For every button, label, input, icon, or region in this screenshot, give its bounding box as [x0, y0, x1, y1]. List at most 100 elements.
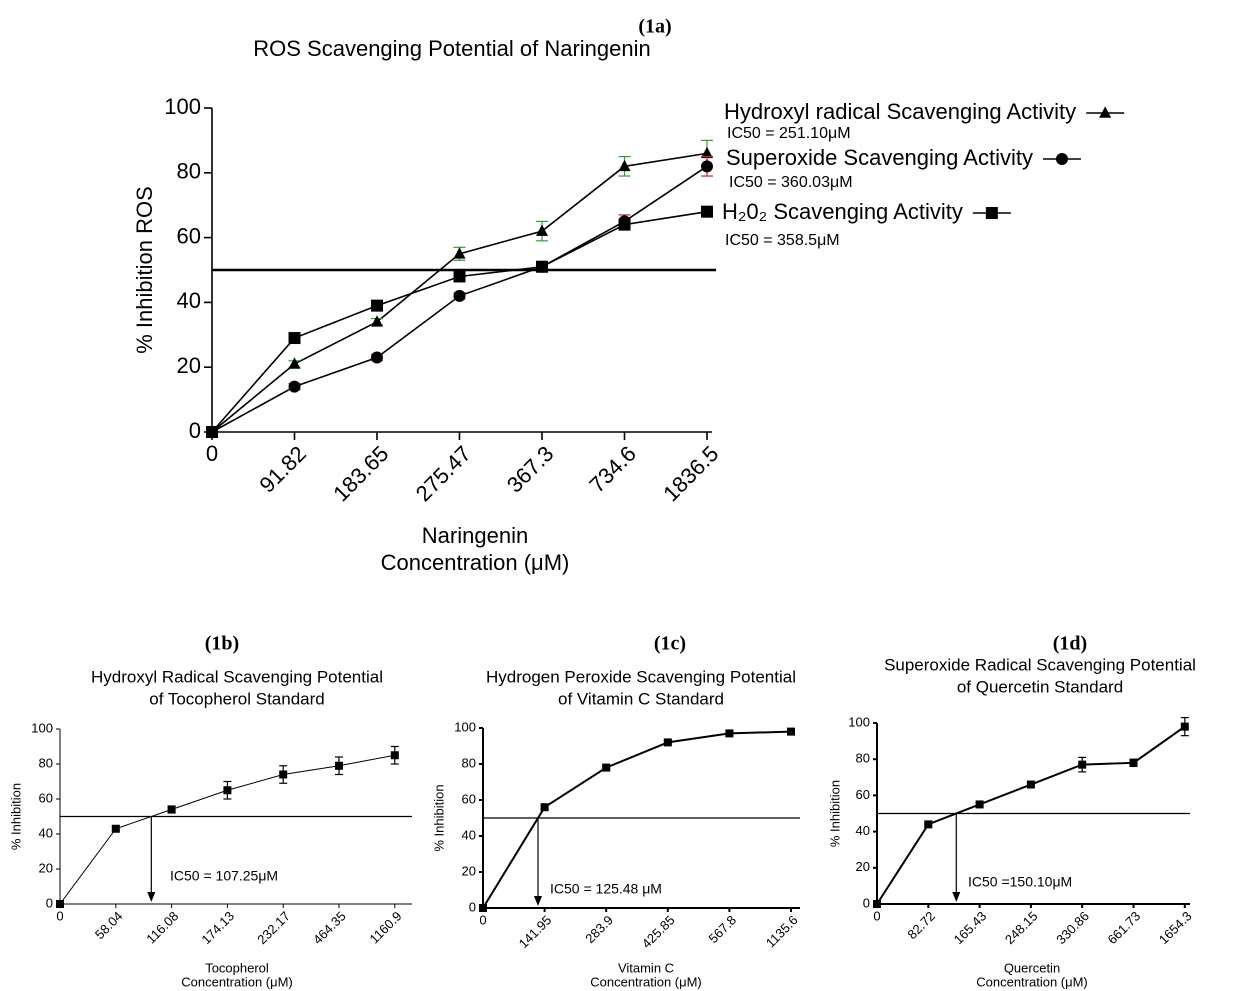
panel-label: (1d) [1053, 633, 1087, 655]
point [371, 299, 383, 312]
y-tick-label: 100 [31, 720, 53, 735]
x-axis-label: Concentration (μM) [381, 550, 570, 575]
y-axis-label: % Inhibition [431, 784, 446, 851]
x-tick-label: 82.72 [904, 908, 938, 942]
series-line [211, 210, 708, 433]
x-tick-label: 174.13 [198, 908, 237, 947]
y-tick-label: 40 [177, 288, 201, 313]
x-axis-label: Concentration (μM) [590, 974, 702, 989]
chart: (1d)Superoxide Radical Scavenging Potent… [827, 633, 1196, 990]
ic50-arrowhead [952, 892, 961, 902]
y-tick-label: 100 [164, 94, 201, 119]
x-tick-label: 0 [873, 909, 880, 924]
x-tick-label: 91.82 [254, 441, 311, 498]
x-tick-label: 425.85 [639, 912, 678, 951]
y-tick-label: 0 [469, 899, 476, 914]
y-tick-label: 100 [454, 719, 476, 734]
series-line [482, 730, 792, 909]
chart: (1b) Hydroxyl Radical Scavenging Potentia… [8, 633, 412, 989]
chart-title: of Tocopherol Standard [149, 689, 324, 708]
x-tick-label: 567.8 [706, 912, 740, 946]
point [602, 763, 611, 772]
x-tick-label: 1654.3 [1156, 908, 1195, 947]
y-tick-label: 20 [856, 859, 870, 874]
point [540, 803, 549, 812]
y-tick-label: 80 [462, 755, 476, 770]
point [56, 900, 64, 908]
x-tick-label: 232.17 [254, 908, 293, 947]
y-tick-label: 60 [177, 223, 201, 248]
x-axis-label: Vitamin C [618, 960, 674, 975]
x-tick-label: 367.3 [502, 441, 559, 498]
y-axis-label: % Inhibition [827, 780, 842, 847]
x-tick-label: 330.86 [1053, 908, 1092, 947]
y-tick-label: 40 [39, 825, 53, 840]
legend-label: H₂0₂ Scavenging Activity [722, 199, 963, 224]
ic50-arrowhead [147, 892, 156, 902]
point [390, 751, 399, 760]
x-tick-label: 1160.9 [367, 908, 405, 946]
point [701, 205, 713, 218]
legend-marker [985, 207, 998, 219]
point [924, 820, 933, 829]
annotation: IC50 = 358.5μM [725, 232, 840, 249]
point [223, 786, 232, 795]
point [618, 218, 631, 231]
annotation: IC50 = 107.25μM [170, 868, 278, 884]
point [536, 224, 548, 236]
point [371, 315, 383, 327]
panel-label: (1b) [205, 633, 239, 655]
y-tick-label: 60 [856, 787, 870, 802]
y-tick-label: 0 [863, 895, 870, 910]
point [111, 824, 120, 833]
point [371, 351, 383, 364]
panel-label: (1c) [654, 633, 686, 655]
x-tick-label: 464.35 [310, 908, 349, 947]
chart-title: Hydroxyl Radical Scavenging Potential [91, 667, 383, 686]
x-tick-label: 248.15 [1002, 908, 1041, 947]
chart-title: ROS Scavenging Potential of Naringenin [253, 36, 650, 61]
chart-title: Superoxide Radical Scavenging Potential [884, 655, 1196, 674]
x-tick-label: 0 [479, 913, 486, 928]
chart: (1c) Hydrogen Peroxide Scavenging Potenti… [431, 633, 800, 990]
legend-label: Superoxide Scavenging Activity [726, 145, 1033, 170]
point [1026, 780, 1035, 789]
point [479, 904, 487, 912]
point [453, 289, 466, 302]
point [206, 426, 218, 438]
point [1129, 758, 1138, 767]
x-tick-label: 283.9 [582, 912, 616, 946]
x-axis-label: Tocopherol [205, 960, 269, 975]
annotation: IC50 = 360.03μM [729, 174, 853, 191]
y-tick-label: 80 [39, 755, 53, 770]
x-tick-label: 58.04 [92, 908, 126, 942]
y-tick-label: 0 [46, 895, 53, 910]
point [975, 800, 984, 809]
y-axis-label: % Inhibition [8, 783, 23, 850]
point [536, 260, 548, 273]
point [288, 332, 301, 345]
point [663, 738, 672, 747]
point [701, 160, 713, 173]
chart-title: of Vitamin C Standard [558, 689, 724, 708]
x-tick-label: 0 [206, 441, 218, 466]
y-tick-label: 60 [462, 791, 476, 806]
y-tick-label: 20 [462, 863, 476, 878]
x-axis-label: Quercetin [1004, 960, 1060, 975]
ic50-arrowhead [534, 896, 542, 906]
annotation: IC50 =150.10μM [968, 874, 1072, 890]
y-tick-label: 60 [39, 790, 53, 805]
x-axis-label: Concentration (μM) [976, 974, 1088, 989]
point [618, 159, 631, 172]
point [1180, 722, 1189, 731]
x-tick-label: 165.43 [951, 908, 990, 947]
annotation: IC50 = 251.10μM [727, 125, 851, 142]
point [1078, 760, 1087, 769]
x-tick-label: 661.73 [1105, 908, 1144, 947]
x-tick-label: 734.6 [584, 441, 641, 498]
y-tick-label: 80 [856, 751, 870, 766]
legend-marker [1099, 106, 1112, 118]
point [288, 357, 301, 369]
chart-title: Hydrogen Peroxide Scavenging Potential [486, 667, 796, 686]
